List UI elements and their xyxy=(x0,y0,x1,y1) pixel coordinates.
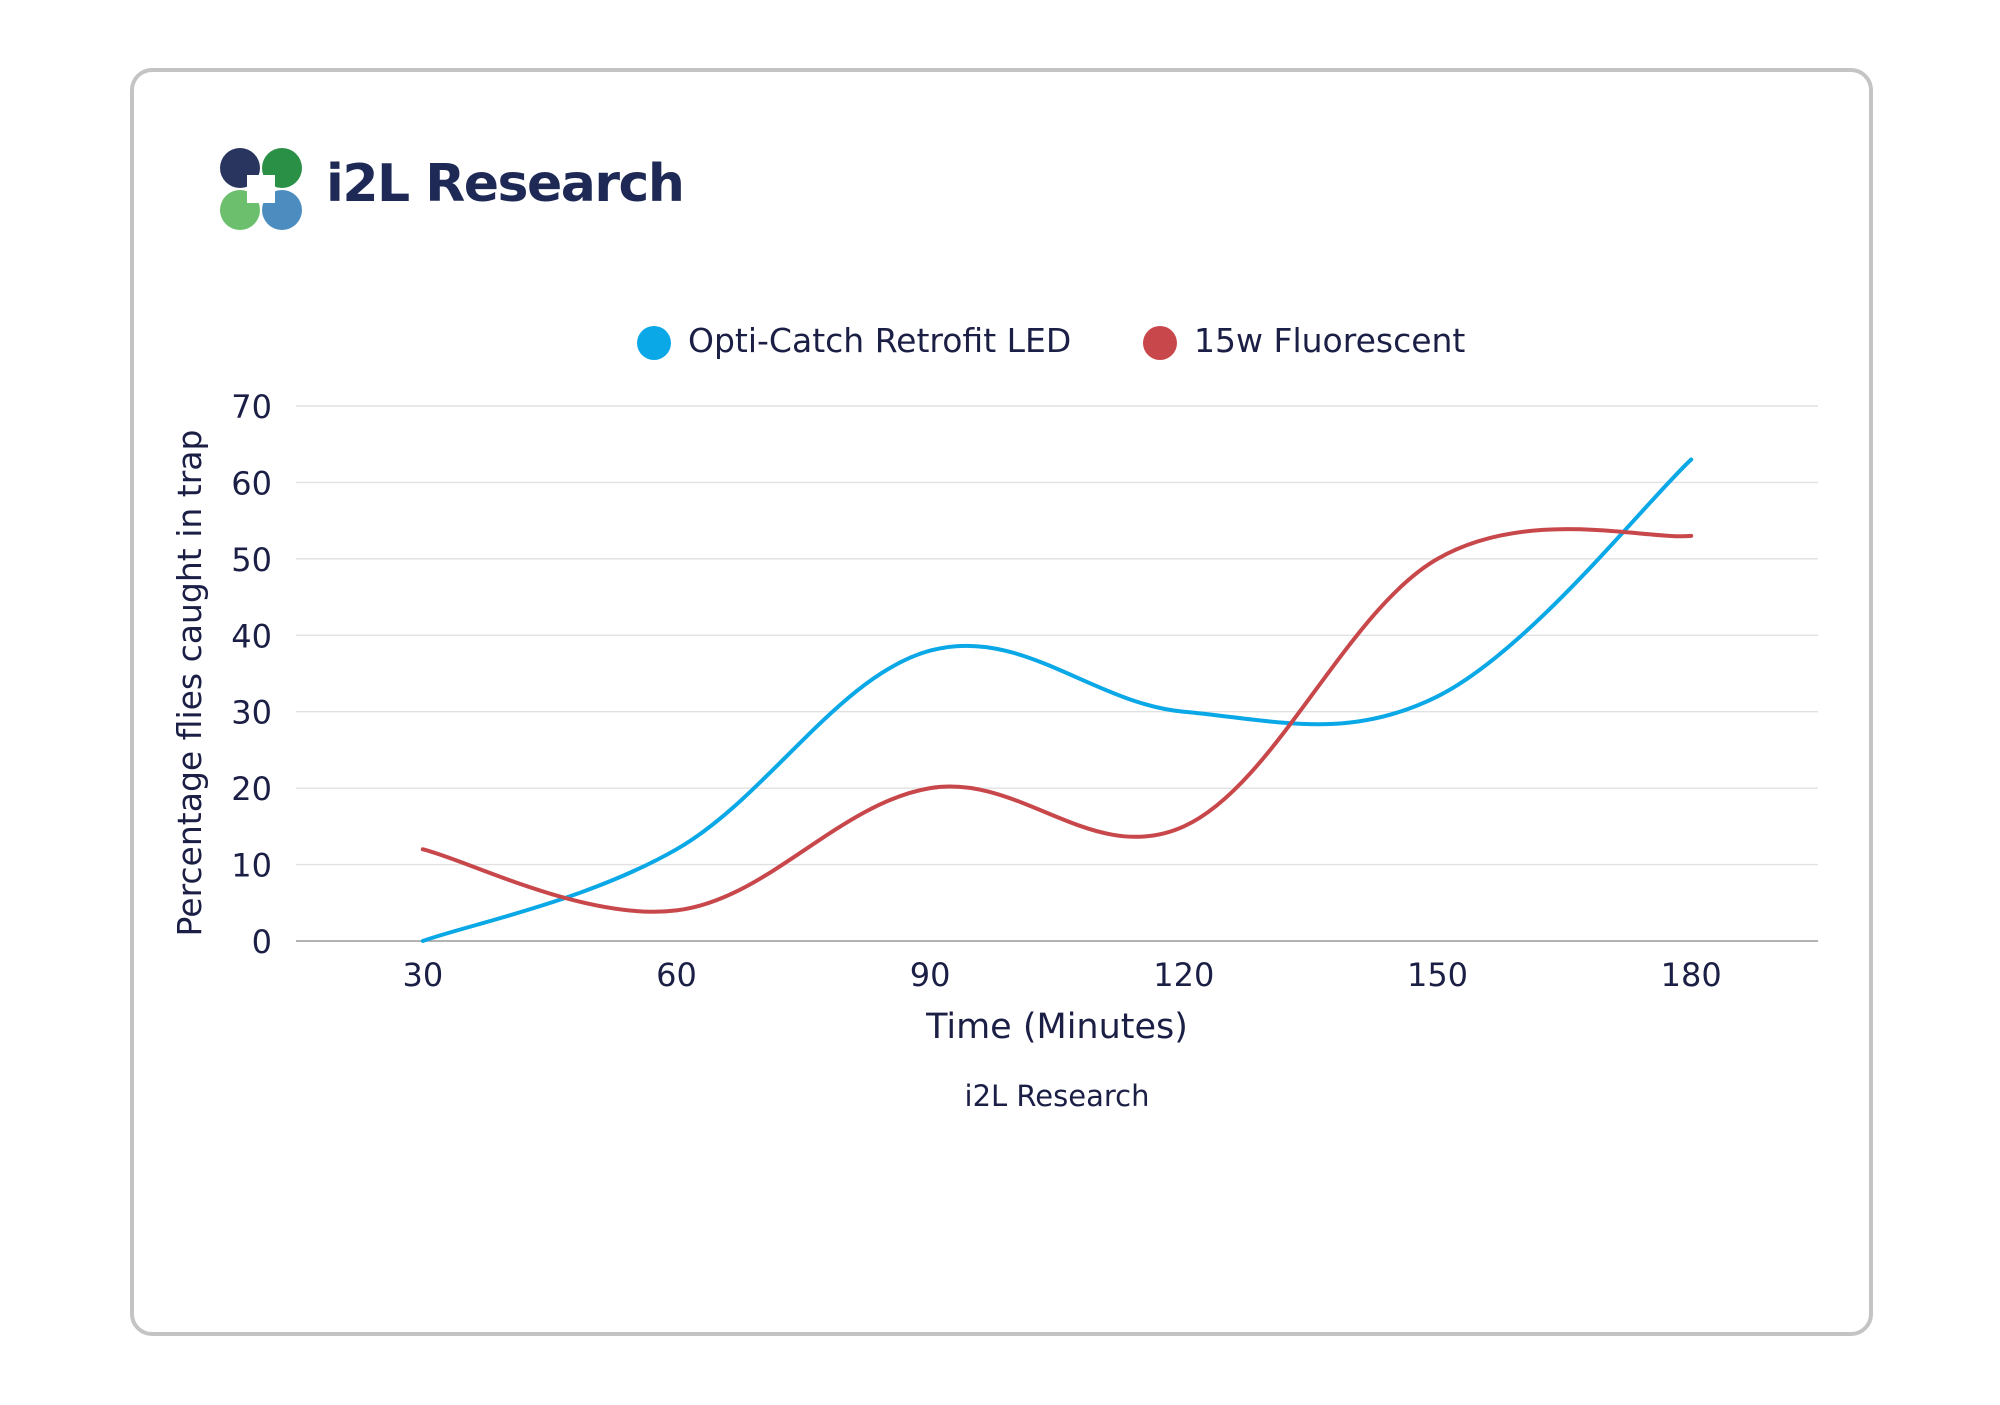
legend: Opti-Catch Retrofit LED 15w Fluorescent xyxy=(637,321,1465,360)
series-line-1 xyxy=(420,457,1694,943)
x-axis-ticks: 30 60 90 120 150 180 xyxy=(402,956,1721,994)
y-tick-label: 30 xyxy=(231,694,272,732)
x-tick-label: 150 xyxy=(1407,956,1468,994)
series-line-2 xyxy=(420,527,1694,914)
y-tick-label: 50 xyxy=(231,541,272,579)
x-tick-label: 30 xyxy=(402,956,443,994)
x-tick-label: 180 xyxy=(1661,956,1722,994)
y-tick-label: 40 xyxy=(231,617,272,655)
y-axis-label: Percentage flies caught in trap xyxy=(170,430,209,937)
y-tick-label: 70 xyxy=(231,388,272,426)
x-tick-label: 60 xyxy=(656,956,697,994)
y-axis-ticks: 0 10 20 30 40 50 60 70 xyxy=(231,388,272,961)
y-tick-label: 60 xyxy=(231,464,272,502)
x-tick-label: 90 xyxy=(910,956,951,994)
chart-caption: i2L Research xyxy=(965,1079,1150,1113)
x-tick-label: 120 xyxy=(1153,956,1214,994)
legend-label: Opti-Catch Retrofit LED xyxy=(688,321,1071,360)
y-tick-label: 10 xyxy=(231,847,272,885)
grid-lines xyxy=(296,405,1818,942)
series-lines xyxy=(420,457,1694,943)
i2l-logo-icon xyxy=(220,148,302,230)
legend-marker xyxy=(1143,326,1177,360)
y-tick-label: 0 xyxy=(252,923,272,961)
brand-logo: i2L Research xyxy=(218,144,685,234)
x-axis-label: Time (Minutes) xyxy=(925,1007,1188,1047)
y-tick-label: 20 xyxy=(231,770,272,808)
legend-marker xyxy=(637,326,671,360)
brand-name: i2L Research xyxy=(326,154,685,214)
legend-label: 15w Fluorescent xyxy=(1194,321,1465,360)
chart-card xyxy=(130,68,1873,1336)
